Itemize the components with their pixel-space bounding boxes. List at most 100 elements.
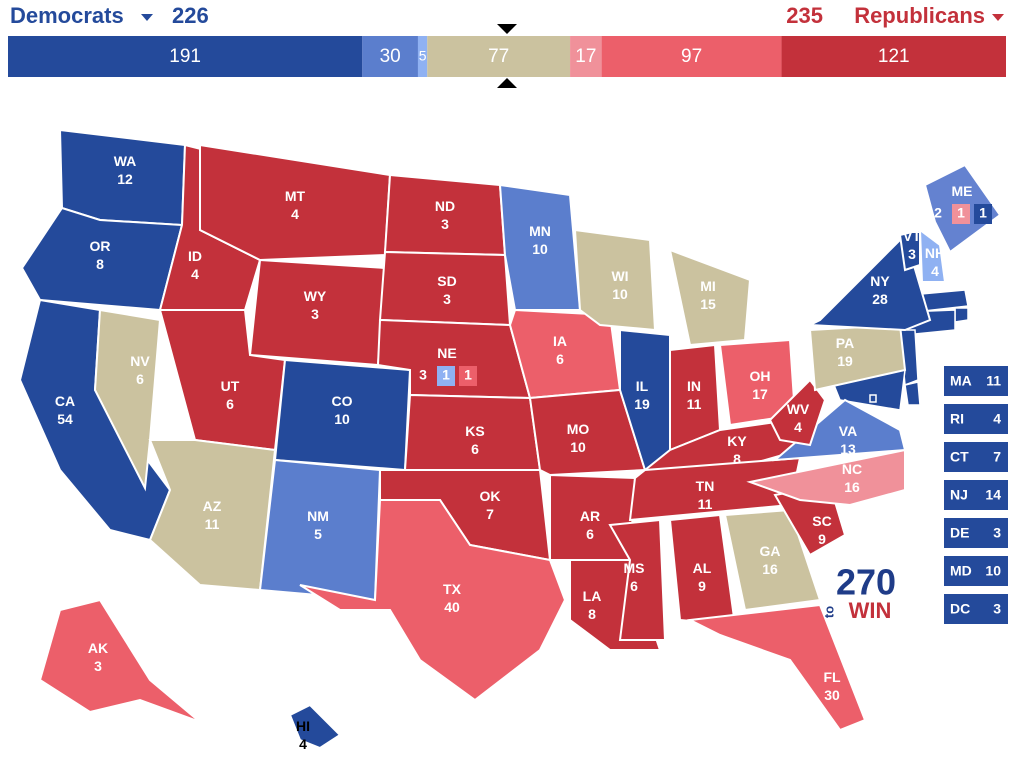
bar-segment[interactable] — [427, 36, 571, 77]
bar-segment-label: 191 — [169, 46, 201, 67]
bar-segment[interactable] — [570, 36, 602, 77]
state-shape[interactable] — [299, 499, 567, 702]
bar-segment[interactable] — [601, 36, 782, 77]
small-state-box[interactable] — [944, 366, 1008, 396]
state-shape[interactable] — [38, 598, 201, 723]
district-votes: 1 — [464, 367, 472, 383]
small-state-shape[interactable] — [954, 307, 969, 323]
state-shape[interactable] — [723, 508, 822, 612]
rep-label[interactable]: Republicans — [854, 3, 985, 28]
seat-bar: 191 30 5 77 17 97 121 — [8, 36, 1006, 77]
bar-segment-label: 30 — [380, 46, 401, 67]
small-state-box[interactable] — [944, 404, 1008, 434]
state-votes: 16 — [762, 561, 778, 577]
dem-dropdown[interactable] — [141, 14, 153, 21]
state-votes: 19 — [634, 396, 650, 412]
state-abbr: KY — [727, 433, 747, 449]
state-shape[interactable] — [498, 183, 582, 311]
state-votes: 4 — [931, 263, 939, 279]
bar-segment[interactable] — [781, 36, 1006, 77]
state-label: IN 11 — [687, 378, 702, 412]
small-state-box[interactable] — [944, 480, 1008, 510]
state-shape[interactable] — [768, 378, 827, 447]
small-state-box[interactable] — [944, 442, 1008, 472]
bar-segment[interactable] — [8, 36, 363, 77]
state-abbr: NC — [842, 461, 862, 477]
district-votes: 1 — [442, 367, 450, 383]
state-votes: 10 — [612, 286, 628, 302]
small-state-votes: 7 — [993, 449, 1001, 465]
state-shape[interactable] — [528, 388, 647, 477]
small-state-box[interactable] — [944, 518, 1008, 548]
small-state-abbr: NJ — [950, 487, 968, 503]
state-abbr: CO — [332, 393, 353, 409]
state-abbr: NM — [307, 508, 329, 524]
small-state-box[interactable] — [944, 556, 1008, 586]
state-votes: 11 — [698, 496, 713, 512]
state-abbr: ND — [435, 198, 455, 214]
state-abbr: IL — [636, 378, 649, 394]
state-abbr: IA — [553, 333, 567, 349]
state-shape[interactable] — [573, 228, 657, 332]
district-box[interactable] — [952, 204, 970, 224]
state-label: AK 3 — [88, 640, 108, 674]
state-abbr: TX — [443, 581, 462, 597]
state-label: NY 28 — [870, 273, 890, 307]
small-state-abbr: CT — [950, 449, 969, 465]
small-state-votes: 11 — [986, 373, 1001, 389]
state-abbr: NV — [130, 353, 150, 369]
small-state-shape[interactable] — [904, 381, 921, 406]
state-label: WI 10 — [611, 268, 628, 302]
district-box[interactable] — [974, 204, 992, 224]
bar-segment[interactable] — [417, 36, 428, 77]
state-label: SD 3 — [437, 273, 456, 307]
state-votes: 9 — [698, 578, 706, 594]
state-shape[interactable] — [199, 143, 392, 262]
state-shape[interactable] — [288, 703, 342, 750]
state-shape[interactable] — [806, 233, 932, 332]
state-abbr: LA — [583, 588, 602, 604]
small-state-votes: 14 — [985, 487, 1001, 503]
state-abbr: CA — [55, 393, 75, 409]
rep-dropdown[interactable] — [992, 14, 1004, 21]
small-state-votes: 3 — [993, 525, 1001, 541]
state-label: KS 6 — [465, 423, 484, 457]
logo-number: 270 — [836, 562, 896, 603]
state-label: KY 8 — [727, 433, 747, 467]
rep-total: 235 — [786, 3, 823, 28]
state-abbr: NH — [925, 245, 945, 261]
state-shape[interactable] — [668, 248, 752, 347]
state-votes: 8 — [733, 451, 741, 467]
state-label: UT 6 — [221, 378, 240, 412]
bar-segment[interactable] — [362, 36, 418, 77]
state-label: IA 6 — [553, 333, 567, 367]
state-abbr: SC — [812, 513, 831, 529]
district-box[interactable] — [437, 366, 455, 386]
small-state-box[interactable] — [944, 594, 1008, 624]
state-shape[interactable] — [93, 308, 162, 492]
state-abbr: UT — [221, 378, 240, 394]
state-shape[interactable] — [918, 227, 947, 283]
state-label: VA 13 — [839, 423, 857, 457]
state-votes: 8 — [96, 256, 104, 272]
state-abbr: WI — [611, 268, 628, 284]
state-shape[interactable] — [608, 518, 667, 641]
district-box[interactable] — [459, 366, 477, 386]
state-label: LA 8 — [583, 588, 602, 622]
state-shape[interactable] — [148, 439, 277, 592]
state-shape[interactable] — [686, 603, 867, 732]
small-state-shape[interactable] — [869, 394, 877, 403]
dem-total: 226 — [172, 3, 209, 28]
state-abbr: TN — [696, 478, 715, 494]
dem-label[interactable]: Democrats — [10, 3, 124, 28]
state-label: NH 4 — [925, 245, 945, 279]
small-state-abbr: MD — [950, 563, 972, 579]
state-shape[interactable] — [898, 228, 921, 272]
state-shape[interactable] — [746, 448, 906, 507]
bar-segment-label: 17 — [575, 46, 596, 67]
state-abbr: HI — [296, 718, 310, 734]
state-label: ID 4 — [188, 248, 202, 282]
